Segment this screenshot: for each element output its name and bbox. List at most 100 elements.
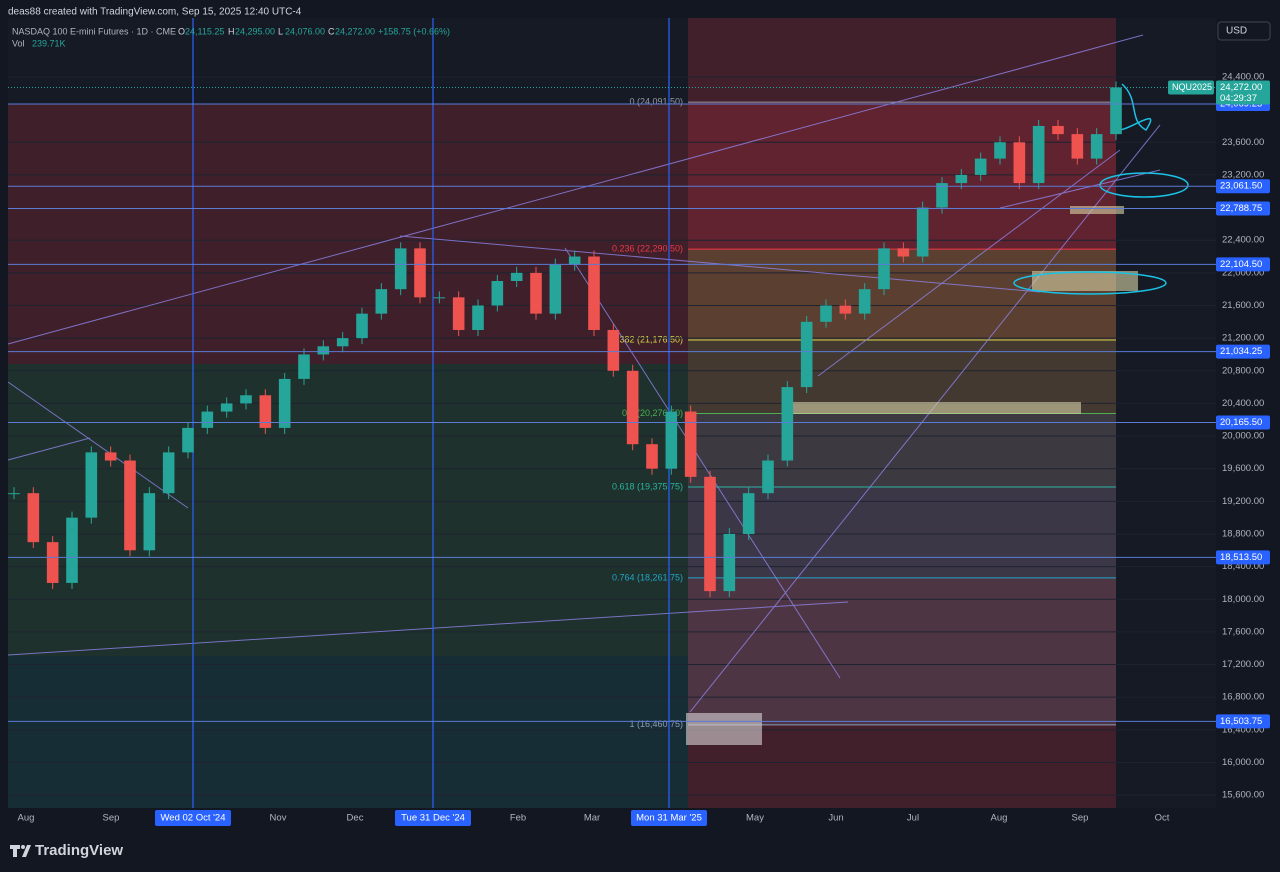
price-tick-label: 22,400.00: [1222, 235, 1264, 246]
fib-zone: [688, 413, 1116, 487]
fib-label: 0.236 (22,290.50): [612, 244, 683, 254]
price-tick-label: 21,200.00: [1222, 333, 1264, 344]
candle: [704, 476, 716, 592]
time-label: Aug: [991, 813, 1008, 824]
fib-zone: [688, 486, 1116, 578]
candle: [452, 297, 465, 330]
candle: [762, 460, 774, 494]
price-tick-label: 19,600.00: [1222, 463, 1264, 474]
time-label: Feb: [510, 813, 526, 824]
candle: [336, 338, 349, 347]
candle: [162, 452, 175, 494]
price-tick-label: 17,600.00: [1222, 626, 1264, 637]
time-label: Aug: [18, 813, 35, 824]
ohlc-key: H: [228, 26, 235, 36]
trendlines: [7, 34, 1161, 713]
candle: [259, 395, 272, 428]
zone-box: [1070, 206, 1124, 214]
candle: [665, 411, 678, 469]
candle: [723, 533, 736, 592]
candle: [530, 272, 542, 314]
time-label: Sep: [1072, 813, 1089, 824]
price-tick-label: 20,800.00: [1222, 365, 1264, 376]
candle: [684, 411, 697, 477]
zone-box: [783, 402, 1081, 414]
time-label: Dec: [347, 813, 364, 824]
volume-key: Vol: [12, 38, 25, 48]
candle: [104, 452, 117, 461]
last-price-box: [1216, 80, 1270, 105]
price-label-box: [1216, 257, 1270, 272]
price-tick-label: 19,200.00: [1222, 496, 1264, 507]
price-label-box: [1216, 201, 1270, 216]
candle: [839, 305, 852, 314]
last-price: 24,272.00: [1220, 82, 1262, 93]
ohlc-key: L: [278, 26, 283, 36]
price-tick-label: 17,200.00: [1222, 659, 1264, 670]
candle: [994, 142, 1006, 159]
candle: [588, 256, 600, 330]
candle: [510, 272, 523, 282]
range-box: [8, 656, 688, 808]
candle: [414, 248, 426, 298]
price-tick-label: 23,600.00: [1222, 137, 1264, 148]
price-label-box: [1216, 550, 1270, 565]
price-label-box: [1216, 179, 1270, 194]
candle: [491, 281, 504, 306]
candle: [800, 321, 813, 388]
time-label-box: [155, 810, 231, 826]
range-box: [8, 104, 688, 364]
time-label: Jun: [828, 813, 843, 824]
candle: [549, 264, 562, 314]
price-label: 21,034.25: [1220, 346, 1262, 357]
currency[interactable]: USD: [1226, 26, 1247, 37]
hand-drawings: [1013, 83, 1189, 295]
candle: [298, 354, 310, 379]
price-label: 23,061.50: [1220, 181, 1262, 192]
candle: [820, 305, 832, 322]
price-label: 22,788.75: [1220, 203, 1262, 214]
time-label: Jul: [907, 813, 919, 824]
time-label: Mar: [584, 813, 600, 824]
ohlc-value: 24,272.00: [335, 26, 375, 36]
price-tick-label: 16,400.00: [1222, 724, 1264, 735]
candle: [781, 387, 794, 461]
candle: [1071, 134, 1084, 159]
ohlc-value: 24,115.25: [185, 26, 224, 36]
price-label: 22,104.50: [1220, 259, 1262, 270]
ohlc-key: O: [178, 26, 185, 36]
ohlc-key: C: [328, 26, 335, 36]
candle: [607, 329, 620, 371]
candle: [85, 452, 98, 518]
candle: [936, 183, 948, 208]
ohlc-value: 24,295.00: [235, 26, 275, 36]
time-label: May: [746, 813, 764, 824]
symbol: NASDAQ 100 E-mini Futures · 1D · CME: [12, 26, 176, 36]
candle: [124, 460, 136, 551]
fib-zone: [688, 577, 1116, 725]
fib-label: 0.764 (18,261.75): [612, 572, 683, 582]
price-label-box: [1216, 344, 1270, 359]
candle: [143, 493, 156, 551]
candle: [433, 297, 446, 299]
currency-button[interactable]: [1217, 21, 1271, 41]
candle: [66, 517, 78, 583]
candle: [182, 427, 194, 453]
time-label: Nov: [270, 813, 287, 824]
candle: [626, 370, 639, 445]
fib-zone: [688, 340, 1116, 414]
credit: deas88 created with TradingView.com, Sep…: [8, 7, 302, 18]
price-tick-label: 20,000.00: [1222, 431, 1264, 442]
fib-label: 0.618 (19,375.75): [612, 481, 683, 491]
candle: [46, 542, 59, 583]
fib-label: 0.5 (20,276.50): [622, 408, 683, 418]
time-label-box: [395, 810, 471, 826]
candle: [916, 207, 929, 257]
candle: [1090, 134, 1103, 159]
price-label: 18,513.50: [1220, 552, 1262, 563]
fib-zone: [688, 102, 1116, 250]
symbol-box: [1168, 80, 1214, 95]
logo: [10, 845, 31, 857]
price-tick-label: 23,200.00: [1222, 169, 1264, 180]
